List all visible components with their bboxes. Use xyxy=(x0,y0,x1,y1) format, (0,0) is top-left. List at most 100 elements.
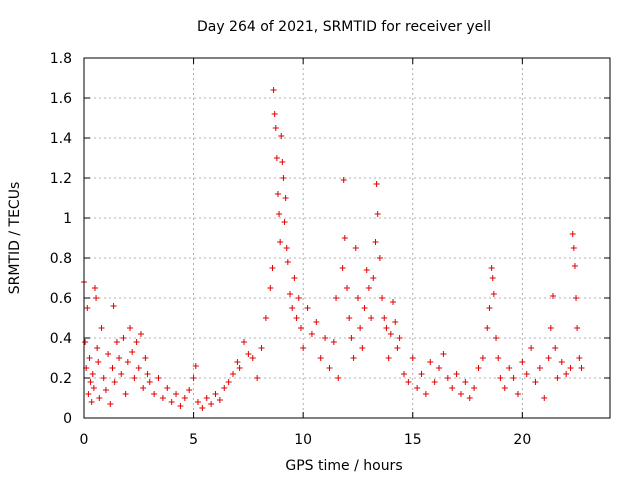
data-point xyxy=(346,315,353,321)
data-point xyxy=(541,395,548,401)
data-point xyxy=(116,355,123,361)
data-point xyxy=(457,391,464,397)
data-point xyxy=(574,325,581,331)
data-point xyxy=(230,371,237,377)
data-point xyxy=(194,399,201,405)
data-point xyxy=(124,359,131,365)
data-point xyxy=(279,159,286,165)
data-point xyxy=(550,293,557,299)
data-point xyxy=(368,315,375,321)
data-point xyxy=(528,345,535,351)
data-point xyxy=(545,355,552,361)
data-point xyxy=(234,359,241,365)
data-point xyxy=(394,345,401,351)
data-point xyxy=(501,385,508,391)
data-point xyxy=(573,295,580,301)
data-point xyxy=(270,87,277,93)
data-point xyxy=(203,395,210,401)
y-tick-label: 0.8 xyxy=(50,251,72,267)
data-point xyxy=(392,319,399,325)
data-point xyxy=(93,295,100,301)
data-point xyxy=(295,295,302,301)
data-point xyxy=(376,255,383,261)
axis-ticks: 0 0.2 0.4 0.6 0.8 1 1.2 1.4 1.6 1.8 0 5 10 15 20 xyxy=(50,51,610,448)
data-point xyxy=(373,181,380,187)
data-point xyxy=(330,339,337,345)
data-point xyxy=(262,315,269,321)
data-point xyxy=(440,351,447,357)
data-point xyxy=(144,371,151,377)
y-axis-label: SRMTID / TECUs xyxy=(7,182,23,295)
data-point xyxy=(506,365,513,371)
data-point xyxy=(552,345,559,351)
data-point xyxy=(479,355,486,361)
x-tick-label: 20 xyxy=(513,432,531,448)
data-point xyxy=(96,395,103,401)
data-point xyxy=(357,325,364,331)
data-point xyxy=(90,385,97,391)
data-point xyxy=(379,295,386,301)
data-point xyxy=(400,371,407,377)
data-point xyxy=(523,371,530,377)
data-point xyxy=(422,391,429,397)
plot-frame xyxy=(83,57,611,419)
data-point xyxy=(212,391,219,397)
data-point xyxy=(381,315,388,321)
data-point xyxy=(414,385,421,391)
data-point xyxy=(490,291,497,297)
data-point xyxy=(82,339,89,345)
data-point xyxy=(475,365,482,371)
data-point xyxy=(363,267,370,273)
data-point xyxy=(304,305,311,311)
data-point xyxy=(409,355,416,361)
data-point xyxy=(570,245,577,251)
data-point xyxy=(216,397,223,403)
data-point xyxy=(418,371,425,377)
data-point xyxy=(365,285,372,291)
data-point xyxy=(140,385,147,391)
data-point xyxy=(192,363,199,369)
data-point xyxy=(300,345,307,351)
data-point xyxy=(181,395,188,401)
data-point xyxy=(105,351,112,357)
data-point xyxy=(462,379,469,385)
data-point xyxy=(137,331,144,337)
data-point xyxy=(249,355,256,361)
y-tick-label: 1 xyxy=(63,211,72,227)
data-point xyxy=(495,355,502,361)
data-point xyxy=(113,339,120,345)
data-point xyxy=(317,355,324,361)
data-point xyxy=(291,275,298,281)
data-point xyxy=(129,349,136,355)
data-point xyxy=(344,285,350,291)
data-point xyxy=(84,305,91,311)
data-point xyxy=(466,395,473,401)
data-point xyxy=(221,385,228,391)
data-point xyxy=(122,391,129,397)
data-point xyxy=(164,385,171,391)
data-point xyxy=(91,285,98,291)
data-point xyxy=(436,365,443,371)
data-point xyxy=(269,265,276,271)
data-point xyxy=(120,335,127,341)
data-point xyxy=(276,211,283,217)
data-point xyxy=(563,371,570,377)
data-point xyxy=(449,385,456,391)
data-point xyxy=(94,345,101,351)
data-point xyxy=(109,365,116,371)
data-point xyxy=(444,375,451,381)
data-point xyxy=(102,387,109,393)
data-point xyxy=(383,325,390,331)
x-tick-label: 0 xyxy=(80,432,89,448)
data-point xyxy=(567,365,574,371)
data-point xyxy=(273,155,280,161)
y-tick-label: 0.2 xyxy=(50,371,72,387)
data-point xyxy=(335,375,342,381)
data-point xyxy=(390,299,397,305)
data-point xyxy=(177,403,184,409)
data-point xyxy=(133,339,140,345)
y-tick-label: 1.6 xyxy=(50,91,72,107)
x-axis-label: GPS time / hours xyxy=(285,458,402,474)
data-point xyxy=(289,305,296,311)
